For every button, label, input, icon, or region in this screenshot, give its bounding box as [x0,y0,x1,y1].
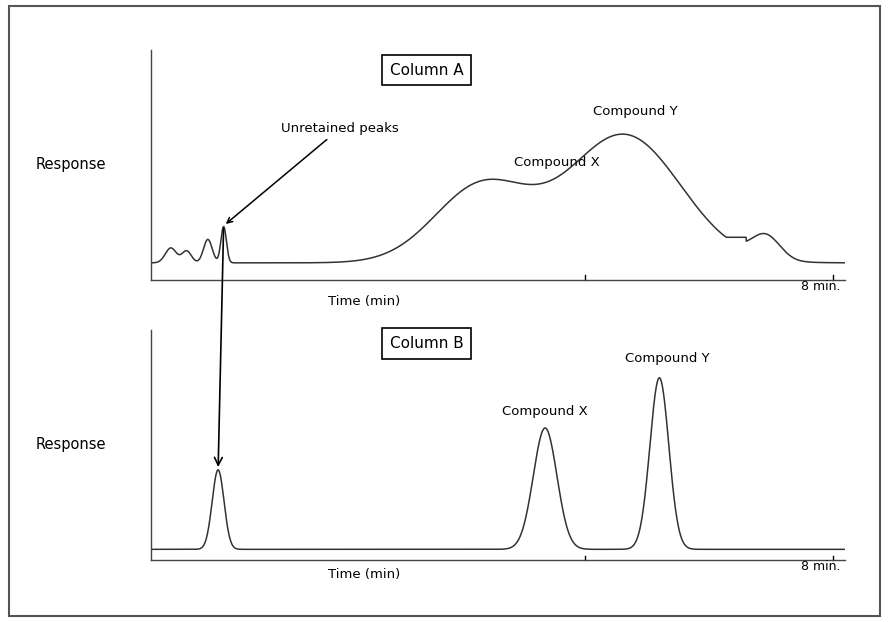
Text: Time (min): Time (min) [328,568,400,581]
Text: Column A: Column A [390,63,464,78]
Text: Unretained peaks: Unretained peaks [227,122,399,223]
Text: 8 min.: 8 min. [801,280,841,293]
Text: Time (min): Time (min) [328,295,400,308]
Text: Compound Y: Compound Y [594,105,678,118]
Text: Response: Response [36,157,106,172]
Text: Compound X: Compound X [514,156,599,169]
Text: Response: Response [36,437,106,452]
Text: 8 min.: 8 min. [801,560,841,573]
Text: Column B: Column B [390,336,464,351]
Text: Compound Y: Compound Y [625,352,709,365]
Text: Compound X: Compound X [502,404,588,417]
